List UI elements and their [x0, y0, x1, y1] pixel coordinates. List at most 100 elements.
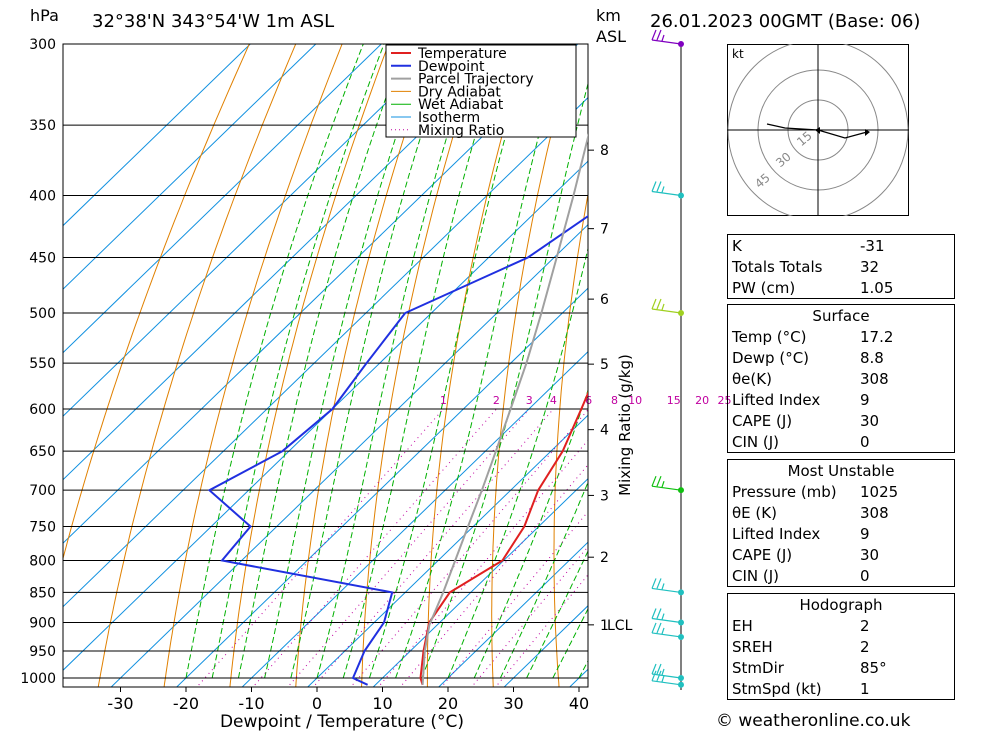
mixing-ratio-label: 20: [695, 394, 709, 407]
wet-adiabat-line: [421, 81, 588, 679]
wind-barb: [651, 29, 682, 45]
km-tick-label: 6: [600, 292, 609, 308]
mixing-ratio-line: [196, 408, 444, 687]
surface-row: Temp (°C) 17.2: [728, 326, 955, 347]
mixing-ratio-line: [312, 408, 554, 687]
mixing-ratio-label: 15: [667, 394, 681, 407]
hodograph-title: Hodograph: [799, 595, 883, 614]
dry-adiabat-line: [97, 44, 297, 687]
pressure-tick-label: 450: [29, 251, 56, 267]
wet-adiabat-line: [211, 44, 385, 679]
wind-barb: [651, 670, 682, 686]
isotherm-line: [372, 478, 588, 687]
x-tick-label: 0: [312, 694, 322, 713]
x-tick-label: 30: [503, 694, 523, 713]
wind-barb: [651, 622, 682, 638]
surface-value: 308: [860, 369, 889, 388]
mu-label: Pressure (mb): [732, 482, 837, 501]
surface-table: Surface Temp (°C) 17.2 Dewp (°C) 8.8 θe(K) 30…: [727, 304, 955, 453]
hodo-row: SREH 2: [728, 636, 955, 657]
pressure-tick-label: 400: [29, 188, 56, 204]
km-tick-label: 5: [600, 357, 609, 373]
dry-adiabat-line: [163, 44, 343, 687]
km-tick-label: 8: [600, 143, 609, 159]
surface-value: 9: [860, 390, 870, 409]
units-km: km: [596, 6, 621, 25]
wet-adiabat-line: [316, 44, 477, 679]
mu-value: 308: [860, 503, 889, 522]
location-title: 32°38'N 343°54'W 1m ASL: [92, 11, 335, 32]
general-value: -31: [860, 236, 885, 255]
km-tick-label: 2: [600, 550, 609, 566]
mixing-ratio-label: 1: [440, 394, 447, 407]
lcl-label: LCL: [607, 618, 633, 634]
wet-adiabat-line: [526, 549, 588, 679]
dry-adiabat-line: [295, 44, 436, 687]
surface-value: 8.8: [860, 348, 884, 367]
isotherm-line: [110, 223, 588, 687]
dry-adiabat-line: [491, 44, 575, 687]
hodograph-table: Hodograph EH 2 SREH 2 StmDir 85° StmSpd (kt) 1: [727, 593, 955, 700]
wet-adiabat-line: [185, 44, 364, 679]
mixing-ratio-label: 8: [611, 394, 618, 407]
surface-label: Dewp (°C): [732, 348, 810, 367]
pressure-tick-label: 800: [29, 553, 56, 569]
legend-label: Mixing Ratio: [418, 123, 504, 139]
x-tick-label: -10: [238, 694, 264, 713]
mu-row: θE (K) 308: [728, 502, 955, 523]
general-label: K: [732, 236, 742, 255]
wind-barb: [651, 475, 682, 491]
wind-barb: [651, 181, 682, 197]
surface-value: 30: [860, 411, 880, 430]
pressure-tick-label: 650: [29, 444, 56, 460]
surface-row: Lifted Index 9: [728, 389, 955, 410]
dewpoint-line: [207, 214, 588, 686]
hodo-value: 1: [860, 679, 870, 698]
x-tick-label: 40: [569, 694, 589, 713]
km-tick-label: 7: [600, 222, 609, 238]
dry-adiabat-line: [229, 44, 390, 687]
general-label: PW (cm): [732, 278, 796, 297]
dry-adiabat-line: [673, 44, 714, 704]
mixing-ratio-label: 2: [493, 394, 500, 407]
isotherm-line: [63, 44, 382, 354]
surface-label: Temp (°C): [732, 327, 807, 346]
wind-barb: [651, 298, 682, 314]
units-asl: ASL: [596, 27, 627, 46]
mixing-ratio-axis-label: Mixing Ratio (g/kg): [616, 354, 634, 496]
mixing-ratio-label: 4: [550, 394, 557, 407]
hodo-row: StmDir 85°: [728, 657, 955, 678]
wet-adiabat-line: [264, 44, 429, 679]
legend-label: Wet Adiabat: [418, 97, 504, 113]
dry-adiabat-line: [361, 44, 482, 687]
general-value: 32: [860, 257, 880, 276]
surface-row: Dewp (°C) 8.8: [728, 347, 955, 368]
surface-label: θe(K): [732, 369, 772, 388]
mixing-ratio-line: [252, 408, 497, 687]
pressure-tick-label: 350: [29, 118, 56, 134]
surface-title: Surface: [812, 306, 870, 325]
mixing-ratio-label: 25: [718, 394, 732, 407]
mu-label: CAPE (J): [732, 545, 793, 564]
mu-value: 9: [860, 524, 870, 543]
isotherm-line: [63, 96, 588, 608]
surface-row: CAPE (J) 30: [728, 410, 955, 431]
mixing-ratio-label: 3: [526, 394, 533, 407]
hodograph-unit: kt: [732, 47, 744, 61]
hodo-value: 2: [860, 616, 870, 635]
pressure-tick-label: 900: [29, 616, 56, 632]
x-tick-label: 10: [372, 694, 392, 713]
hodo-label: StmSpd (kt): [732, 679, 822, 698]
isotherm-line: [63, 44, 513, 481]
hodo-label: SREH: [732, 637, 773, 656]
isotherm-line: [63, 44, 448, 417]
legend-label: Parcel Trajectory: [418, 72, 534, 88]
isotherm-line: [307, 414, 588, 687]
x-tick-label: -20: [173, 694, 199, 713]
hodograph-arrow: [865, 129, 870, 136]
pressure-tick-label: 600: [29, 402, 56, 418]
hodograph-storm-marker: [815, 127, 820, 134]
legend-label: Temperature: [417, 46, 507, 62]
